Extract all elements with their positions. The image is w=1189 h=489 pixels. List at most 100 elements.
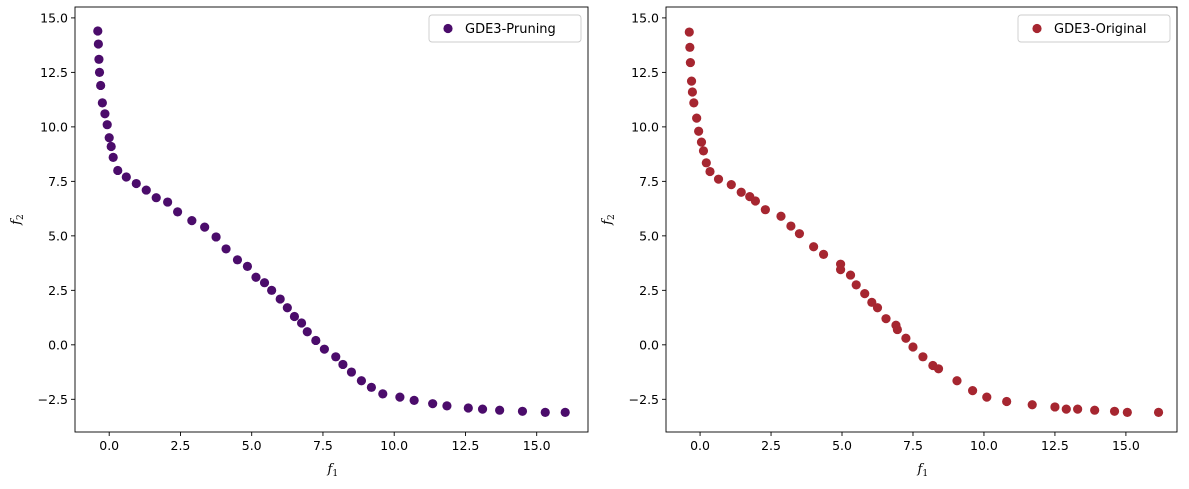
- data-point: [892, 324, 902, 335]
- data-point: [701, 158, 711, 168]
- legend-marker: [1032, 23, 1042, 34]
- data-point: [296, 318, 307, 328]
- data-point: [736, 187, 746, 197]
- data-point: [786, 221, 796, 231]
- data-point: [495, 405, 505, 415]
- data-point: [187, 215, 197, 226]
- legend-box: [1017, 14, 1171, 43]
- y-tick-label: 7.5: [48, 174, 68, 189]
- data-point: [93, 39, 103, 49]
- data-point: [760, 205, 770, 215]
- plot-frame: [665, 6, 1178, 433]
- x-tick-label: 2.5: [761, 438, 781, 453]
- data-point: [96, 80, 106, 91]
- y-tick-label: 15.0: [631, 10, 659, 25]
- data-point: [251, 272, 261, 282]
- data-point: [698, 146, 709, 156]
- data-point: [275, 294, 285, 304]
- data-point: [685, 42, 695, 52]
- plot-gde3-original: 0.0 2.5 5.0 7.5 10.0 12.5 15.0 −2.5 0.0 2.5 5.0 7.5…: [600, 6, 1178, 479]
- data-point: [901, 333, 911, 343]
- data-point: [694, 126, 704, 136]
- x-tick-label: 5.0: [242, 438, 262, 453]
- data-point: [113, 165, 123, 176]
- data-point: [121, 172, 131, 182]
- x-tick-label: 5.0: [832, 438, 852, 453]
- data-point: [94, 67, 105, 77]
- data-point: [818, 249, 829, 259]
- data-point: [221, 244, 231, 254]
- data-point: [141, 185, 151, 195]
- data-point: [302, 327, 312, 337]
- data-point: [319, 344, 329, 354]
- data-point: [726, 180, 736, 190]
- data-point: [311, 335, 321, 346]
- data-point: [881, 314, 891, 324]
- data-point: [1073, 404, 1083, 414]
- x-tick-label: 7.5: [903, 438, 923, 453]
- data-point: [282, 303, 292, 313]
- y-axis-label: f2: [9, 214, 26, 226]
- y-tick-label: 12.5: [631, 65, 659, 80]
- data-point: [463, 403, 473, 413]
- y-tick-label: 12.5: [40, 65, 68, 80]
- legend: GDE3-Pruning: [428, 14, 582, 43]
- data-point: [163, 197, 173, 207]
- data-point: [540, 407, 550, 417]
- y-tick-label: 2.5: [48, 283, 68, 298]
- data-point: [267, 285, 277, 295]
- x-axis-label: f1: [327, 462, 339, 479]
- data-point: [428, 399, 438, 409]
- data-point: [93, 26, 103, 36]
- y-tick-label: 2.5: [639, 283, 659, 298]
- data-point: [517, 406, 528, 416]
- y-tick-label: 10.0: [40, 119, 68, 134]
- data-point: [968, 385, 978, 396]
- y-tick-label: 15.0: [40, 10, 68, 25]
- x-tick-label: 7.5: [313, 438, 333, 453]
- data-point: [872, 303, 883, 313]
- data-point: [97, 98, 107, 108]
- data-point: [1061, 404, 1071, 414]
- data-point: [94, 54, 104, 64]
- x-tick-label: 0.0: [690, 438, 710, 453]
- data-point: [696, 137, 707, 147]
- data-point: [102, 120, 112, 130]
- data-point: [232, 255, 243, 265]
- data-point: [1122, 407, 1132, 417]
- data-point: [108, 152, 118, 162]
- legend-label: GDE3-Pruning: [465, 22, 556, 37]
- x-tick-label: 10.0: [970, 438, 998, 453]
- data-point: [684, 27, 694, 37]
- y-tick-label: 5.0: [48, 228, 68, 243]
- data-point: [692, 113, 702, 123]
- legend-marker: [443, 23, 453, 34]
- y-tick-label: 0.0: [639, 337, 659, 352]
- data-point: [200, 222, 210, 232]
- data-point: [366, 382, 376, 392]
- data-point: [331, 352, 341, 362]
- y-tick-label: −2.5: [38, 392, 68, 407]
- data-point: [395, 392, 405, 402]
- data-point: [851, 280, 861, 290]
- y-tick-label: 7.5: [639, 174, 659, 189]
- data-point: [685, 57, 696, 68]
- data-point: [982, 392, 992, 402]
- data-point: [1027, 400, 1037, 410]
- data-point: [809, 242, 819, 252]
- x-axis-label: f1: [917, 462, 929, 479]
- data-point: [131, 178, 141, 189]
- data-point: [687, 87, 698, 97]
- x-tick-label: 15.0: [1112, 438, 1140, 453]
- data-point: [1109, 406, 1120, 416]
- data-point: [242, 261, 253, 271]
- y-tick-label: −2.5: [629, 392, 659, 407]
- x-tick-label: 10.0: [380, 438, 408, 453]
- data-point: [289, 311, 300, 322]
- data-point: [860, 289, 870, 299]
- data-point: [750, 196, 761, 206]
- x-tick-label: 12.5: [452, 438, 480, 453]
- y-tick-label: 10.0: [631, 119, 659, 134]
- data-point: [686, 76, 697, 86]
